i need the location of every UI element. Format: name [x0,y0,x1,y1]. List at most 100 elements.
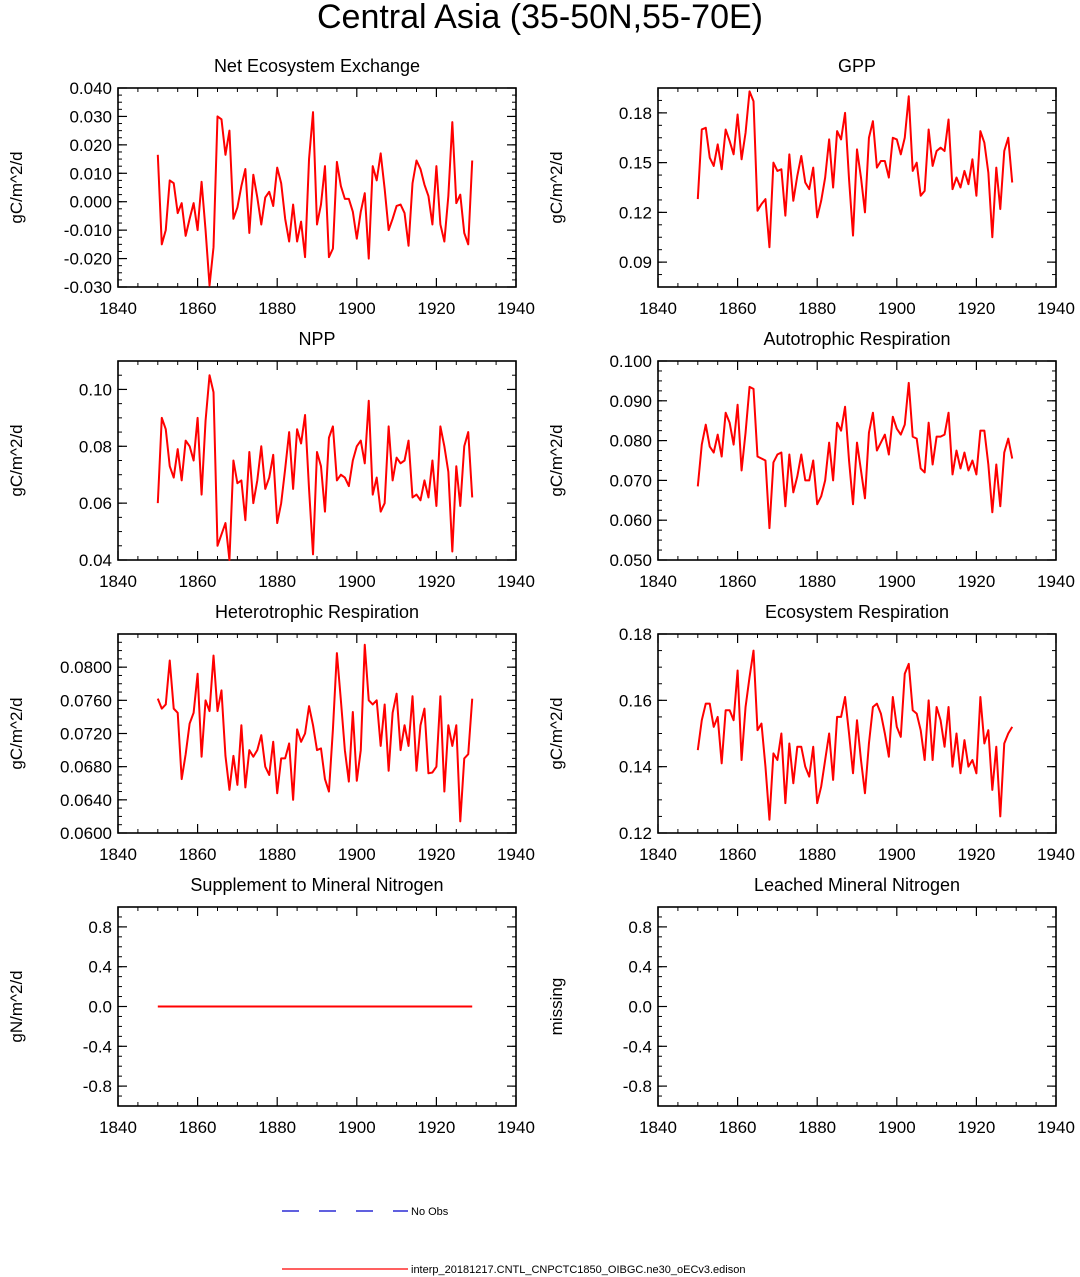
y-axis-label: gC/m^2/d [547,151,566,223]
chart-title: Autotrophic Respiration [763,329,950,349]
y-tick-label: 0.0600 [60,824,112,843]
plot-frame [657,87,1057,288]
x-tick-label: 1900 [338,1118,376,1137]
chart-title: Supplement to Mineral Nitrogen [190,875,443,895]
x-tick-label: 1860 [719,572,757,591]
y-tick-label: 0.0680 [60,758,112,777]
y-axis-label: gN/m^2/d [7,970,26,1042]
y-tick-label: 0.050 [609,551,652,570]
x-tick-label: 1940 [1037,572,1075,591]
y-axis-label: missing [547,978,566,1036]
y-tick-label: -0.4 [623,1037,652,1056]
x-tick-label: 1880 [798,299,836,318]
y-tick-label: -0.030 [64,278,112,297]
chart-panel-4: Autotrophic Respiration 1840 1860 1880 1900 1… [547,329,1075,591]
y-tick-label: 0.18 [619,104,652,123]
x-tick-label: 1920 [957,845,995,864]
y-tick-label: 0.100 [609,352,652,371]
x-tick-label: 1900 [338,299,376,318]
chart-title: Leached Mineral Nitrogen [754,875,960,895]
y-tick-label: 0.8 [628,918,652,937]
chart-title: GPP [838,56,876,76]
x-tick-label: 1860 [179,572,217,591]
x-tick-label: 1860 [719,299,757,318]
series-line-model [696,90,1014,249]
plot-frame [657,360,1057,561]
x-tick-label: 1900 [878,299,916,318]
x-tick-label: 1860 [719,1118,757,1137]
chart-panel-1: Net Ecosystem Exchange 1840 1860 1880 1900 19… [7,56,535,318]
y-axis-label: gC/m^2/d [7,424,26,496]
x-tick-label: 1940 [1037,845,1075,864]
x-tick-label: 1860 [719,845,757,864]
x-tick-label: 1840 [99,572,137,591]
y-tick-label: 0.10 [79,380,112,399]
x-tick-label: 1880 [258,1118,296,1137]
x-tick-label: 1900 [878,845,916,864]
y-tick-label: 0.4 [88,958,112,977]
x-tick-label: 1920 [417,845,455,864]
y-tick-label: 0.080 [609,432,652,451]
y-tick-label: 0.0800 [60,658,112,677]
chart-title: Net Ecosystem Exchange [214,56,420,76]
x-tick-label: 1940 [1037,1118,1075,1137]
x-tick-label: 1940 [1037,299,1075,318]
y-tick-label: 0.8 [88,918,112,937]
chart-panel-6: Ecosystem Respiration 1840 1860 1880 1900 192… [547,602,1075,864]
x-tick-label: 1940 [497,845,535,864]
y-tick-label: 0.18 [619,625,652,644]
x-tick-label: 1940 [497,1118,535,1137]
x-tick-label: 1840 [639,1118,677,1137]
y-axis-label: gC/m^2/d [7,697,26,769]
x-tick-label: 1840 [99,299,137,318]
chart-title: NPP [298,329,335,349]
y-tick-label: 0.16 [619,691,652,710]
y-tick-label: 0.4 [628,958,652,977]
y-tick-label: -0.8 [623,1077,652,1096]
chart-title: Ecosystem Respiration [765,602,949,622]
x-tick-label: 1920 [417,299,455,318]
y-tick-label: 0.0640 [60,791,112,810]
y-tick-label: 0.0 [88,998,112,1017]
x-tick-label: 1880 [258,845,296,864]
chart-panel-7: Supplement to Mineral Nitrogen 1840 1860 18… [7,875,535,1137]
x-tick-label: 1860 [179,845,217,864]
series-line-model [156,111,474,287]
x-tick-label: 1920 [957,299,995,318]
y-tick-label: 0.040 [69,79,112,98]
y-tick-label: 0.12 [619,203,652,222]
series-line-model [696,381,1014,530]
y-tick-label: 0.15 [619,154,652,173]
x-tick-label: 1840 [99,1118,137,1137]
legend: No Obs interp_20181217.CNTL_CNPCTC1850_O… [282,1206,745,1276]
y-tick-label: 0.0720 [60,725,112,744]
x-tick-label: 1920 [957,572,995,591]
x-tick-label: 1860 [179,299,217,318]
y-tick-label: 0.010 [69,164,112,183]
figure-title: Central Asia (35-50N,55-70E) [317,0,763,36]
series-line-model [156,374,474,561]
series-line-model [156,643,474,823]
x-tick-label: 1900 [878,572,916,591]
chart-panel-5: Heterotrophic Respiration 1840 1860 1880 190… [7,602,535,864]
x-tick-label: 1840 [639,299,677,318]
legend-model-label: interp_20181217.CNTL_CNPCTC1850_OIBGC.ne… [411,1264,745,1276]
x-tick-label: 1900 [338,845,376,864]
y-tick-label: -0.8 [83,1077,112,1096]
legend-obs-label: No Obs [411,1206,449,1218]
x-tick-label: 1900 [338,572,376,591]
x-tick-label: 1880 [798,572,836,591]
x-tick-label: 1940 [497,572,535,591]
y-axis-label: gC/m^2/d [547,424,566,496]
y-axis-label: gC/m^2/d [7,151,26,223]
x-tick-label: 1880 [798,845,836,864]
y-tick-label: 0.090 [609,392,652,411]
x-tick-label: 1840 [639,845,677,864]
y-tick-label: -0.4 [83,1037,112,1056]
y-tick-label: 0.070 [609,471,652,490]
chart-panel-3: NPP 1840 1860 1880 1900 1920 1940 0.04 0.06 0.08 0… [7,329,535,591]
chart-title: Heterotrophic Respiration [215,602,419,622]
chart-panel-2: GPP 1840 1860 1880 1900 1920 1940 0.09 0.12 0.15 0… [547,56,1075,318]
chart-panel-8: Leached Mineral Nitrogen 1840 1860 1880 1900… [547,875,1075,1137]
